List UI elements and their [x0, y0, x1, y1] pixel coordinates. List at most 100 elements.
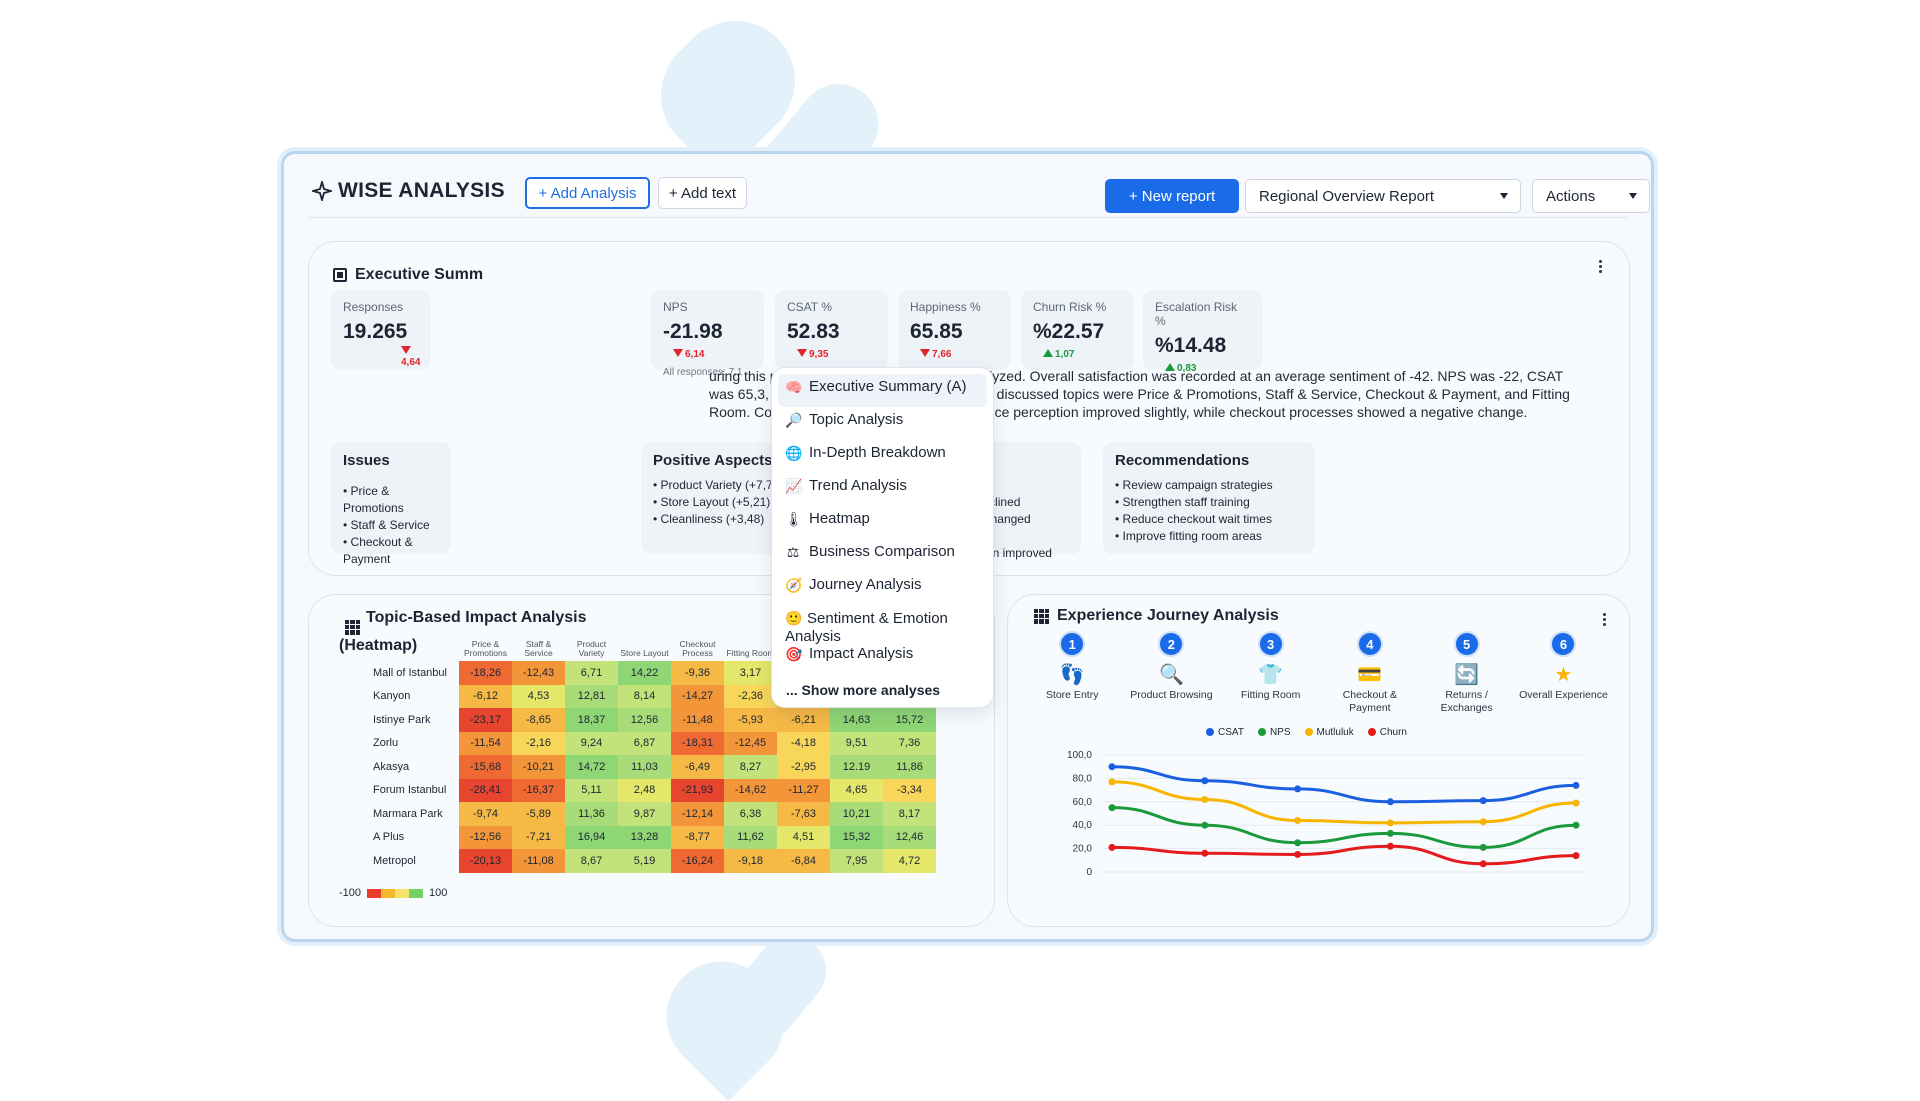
heatmap-cell: -18,26	[459, 661, 512, 685]
heatmap-cell: -14,62	[724, 778, 777, 802]
series-line-mutluluk	[1111, 780, 1577, 825]
kpi-delta: 6,14	[673, 349, 704, 360]
add-text-button[interactable]: + Add text	[658, 177, 747, 209]
heatmap-cell: 5,19	[618, 849, 671, 873]
data-point	[1386, 819, 1394, 827]
menu-item-executive-summary-a[interactable]: 🧠 Executive Summary (A)	[778, 374, 987, 407]
kpi-value: 65.85	[910, 320, 963, 343]
heatmap-cell: 16,94	[565, 825, 618, 849]
heatmap-row-label: Zorlu	[373, 737, 399, 750]
kpi-value: %14.48	[1155, 334, 1227, 357]
kpi-label: NPS	[663, 300, 688, 314]
data-point	[1572, 821, 1580, 829]
chart-legend: CSAT NPS Mutluluk Churn	[1206, 727, 1407, 738]
kpi-card: Responses 19.265 4,64	[331, 290, 431, 370]
heatmap-cell: 11,36	[565, 802, 618, 826]
menu-item-impact-analysis[interactable]: 🎯 Impact Analysis	[778, 641, 987, 674]
series-line-nps	[1111, 806, 1577, 849]
panel-menu-icon[interactable]	[1603, 613, 1607, 626]
journey-steps: 1 👣 Store Entry 2 🔍 Product Browsing 3 👕 Fitting…	[1046, 631, 1608, 721]
report-select[interactable]: Regional Overview Report	[1245, 179, 1521, 213]
y-tick-label: 0	[1086, 867, 1092, 878]
kpi-delta-value: 9,35	[809, 349, 829, 360]
table-grid-icon	[345, 619, 360, 635]
legend-item: NPS	[1257, 727, 1291, 738]
menu-item-sentiment-emotion-analysis[interactable]: 🙂 Sentiment & Emotion Analysis	[778, 605, 987, 645]
sparkle-icon	[312, 181, 332, 201]
menu-item-heatmap[interactable]: 🌡 Heatmap	[778, 506, 987, 539]
insight-list-item: Checkout & Payment	[343, 534, 439, 568]
legend-dot	[1304, 728, 1313, 736]
heatmap-cell: -4,18	[777, 731, 830, 755]
heatmap-cell: 12,81	[565, 684, 618, 708]
data-point	[1572, 781, 1580, 789]
app-brand: WISE ANALYSIS	[312, 179, 505, 203]
heatmap-cell: 9,24	[565, 731, 618, 755]
insight-card-title: Issues	[343, 452, 390, 469]
heatmap-cell: 2,48	[618, 778, 671, 802]
menu-item-trend-analysis[interactable]: 📈 Trend Analysis	[778, 473, 987, 506]
kpi-delta: 0,83	[1165, 363, 1196, 374]
kpi-label: CSAT %	[787, 300, 832, 314]
chevron-down-icon	[1500, 193, 1508, 199]
panel-menu-icon[interactable]	[1599, 260, 1603, 273]
legend-item: Mutluluk	[1304, 727, 1354, 738]
kpi-card: NPS -21.98 6,14 All responses: 7,1	[651, 290, 764, 378]
data-point	[1479, 843, 1487, 851]
heatmap-row: Zorlu -11,54 -2,16 9,24 6,87 -18,31 -12,45 -4,1…	[367, 731, 936, 755]
heatmap-cell: -6,84	[777, 849, 830, 873]
heatmap-row: Forum Istanbul -28,41 -16,37 5,11 2,48 -21,93…	[367, 778, 936, 802]
data-point	[1479, 797, 1487, 805]
heatmap-column-header: Staff & Service	[524, 639, 553, 658]
menu-item-in-depth-breakdown[interactable]: 🌐 In-Depth Breakdown	[778, 440, 987, 473]
heatmap-cell: 14,72	[565, 755, 618, 779]
kpi-label: Happiness %	[910, 300, 981, 314]
arrow-down-icon	[673, 349, 683, 357]
menu-item-topic-analysis[interactable]: 🔎 Topic Analysis	[778, 407, 987, 440]
heatmap-column-header: Checkout Process	[679, 639, 716, 658]
show-more-analyses-link[interactable]: ... Show more analyses	[786, 682, 941, 698]
heatmap-cell: -21,93	[671, 778, 724, 802]
heatmap-cell: -16,37	[512, 778, 565, 802]
kpi-subtext: All responses: 7,1	[663, 367, 743, 378]
credit-card-icon: 💳	[1357, 664, 1383, 686]
kpi-delta: 4,64	[401, 346, 420, 368]
new-report-button[interactable]: + New report	[1105, 179, 1239, 213]
target-icon: 🎯	[785, 646, 803, 662]
data-point	[1294, 839, 1302, 847]
heatmap-cell: -20,13	[459, 849, 512, 873]
heatmap-cell: -15,68	[459, 755, 512, 779]
kpi-delta-value: 0,83	[1177, 363, 1197, 374]
header-divider	[308, 217, 1627, 218]
arrow-up-icon	[1043, 349, 1053, 357]
heatmap-cell: 15,32	[830, 825, 883, 849]
legend-dot	[1257, 728, 1266, 736]
journey-line-chart: 100,0 80,0 60,0 40,0 20,0 0	[1067, 750, 1584, 878]
step-number-badge: 3	[1257, 631, 1284, 657]
app-title: WISE ANALYSIS	[338, 179, 505, 202]
actions-select[interactable]: Actions	[1532, 179, 1650, 213]
heatmap-cell: -8,65	[512, 708, 565, 732]
data-point	[1572, 799, 1580, 807]
arrow-up-icon	[1165, 363, 1175, 371]
y-tick-label: 60,0	[1073, 797, 1093, 808]
insight-list-item: Improve fitting room areas	[1115, 528, 1303, 545]
menu-item-journey-analysis[interactable]: 🧭 Journey Analysis	[778, 572, 987, 605]
y-tick-label: 80,0	[1073, 773, 1093, 784]
legend-label: NPS	[1269, 727, 1291, 738]
heatmap-cell: -7,63	[777, 802, 830, 826]
y-tick-label: 20,0	[1073, 844, 1093, 855]
y-tick-label: 100,0	[1067, 750, 1092, 761]
data-point	[1201, 795, 1209, 803]
heatmap-row-label: Istinye Park	[373, 713, 431, 726]
data-point	[1386, 829, 1394, 837]
journey-step: 6 ★ Overall Experience	[1518, 631, 1608, 702]
add-analysis-button[interactable]: + Add Analysis	[525, 177, 650, 209]
scales-icon: ⚖	[786, 544, 800, 560]
insight-list: Product Variety (+7,79)Store Layout (+5,…	[653, 477, 825, 528]
magnifier-icon: 🔎	[785, 412, 803, 428]
menu-item-business-comparison[interactable]: ⚖ Business Comparison	[778, 539, 987, 572]
kpi-delta: 1,07	[1043, 349, 1074, 360]
trend-chart-icon: 📈	[785, 478, 803, 494]
